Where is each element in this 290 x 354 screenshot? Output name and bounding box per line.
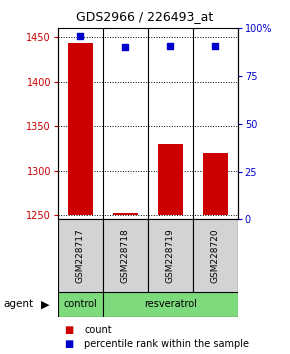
- Text: GDS2966 / 226493_at: GDS2966 / 226493_at: [76, 10, 214, 23]
- Text: agent: agent: [3, 299, 33, 309]
- Text: ■: ■: [64, 325, 73, 335]
- Text: control: control: [64, 299, 97, 309]
- Text: GSM228720: GSM228720: [211, 228, 220, 283]
- Text: GSM228718: GSM228718: [121, 228, 130, 283]
- Text: resveratrol: resveratrol: [144, 299, 197, 309]
- Bar: [103, 219, 148, 292]
- Point: [168, 43, 173, 48]
- Point: [213, 43, 218, 48]
- Bar: [203, 153, 228, 215]
- Bar: [58, 219, 103, 292]
- Bar: [158, 144, 183, 215]
- Bar: [148, 219, 193, 292]
- Point: [78, 33, 83, 39]
- Text: ▶: ▶: [41, 299, 49, 309]
- Bar: [68, 44, 93, 215]
- Text: GSM228717: GSM228717: [76, 228, 85, 283]
- Text: ■: ■: [64, 339, 73, 349]
- Bar: [113, 213, 138, 215]
- Text: GSM228719: GSM228719: [166, 228, 175, 283]
- Bar: [193, 219, 238, 292]
- Text: percentile rank within the sample: percentile rank within the sample: [84, 339, 249, 349]
- Text: count: count: [84, 325, 112, 335]
- Point: [123, 45, 128, 50]
- Bar: [58, 292, 103, 317]
- Bar: [103, 292, 238, 317]
